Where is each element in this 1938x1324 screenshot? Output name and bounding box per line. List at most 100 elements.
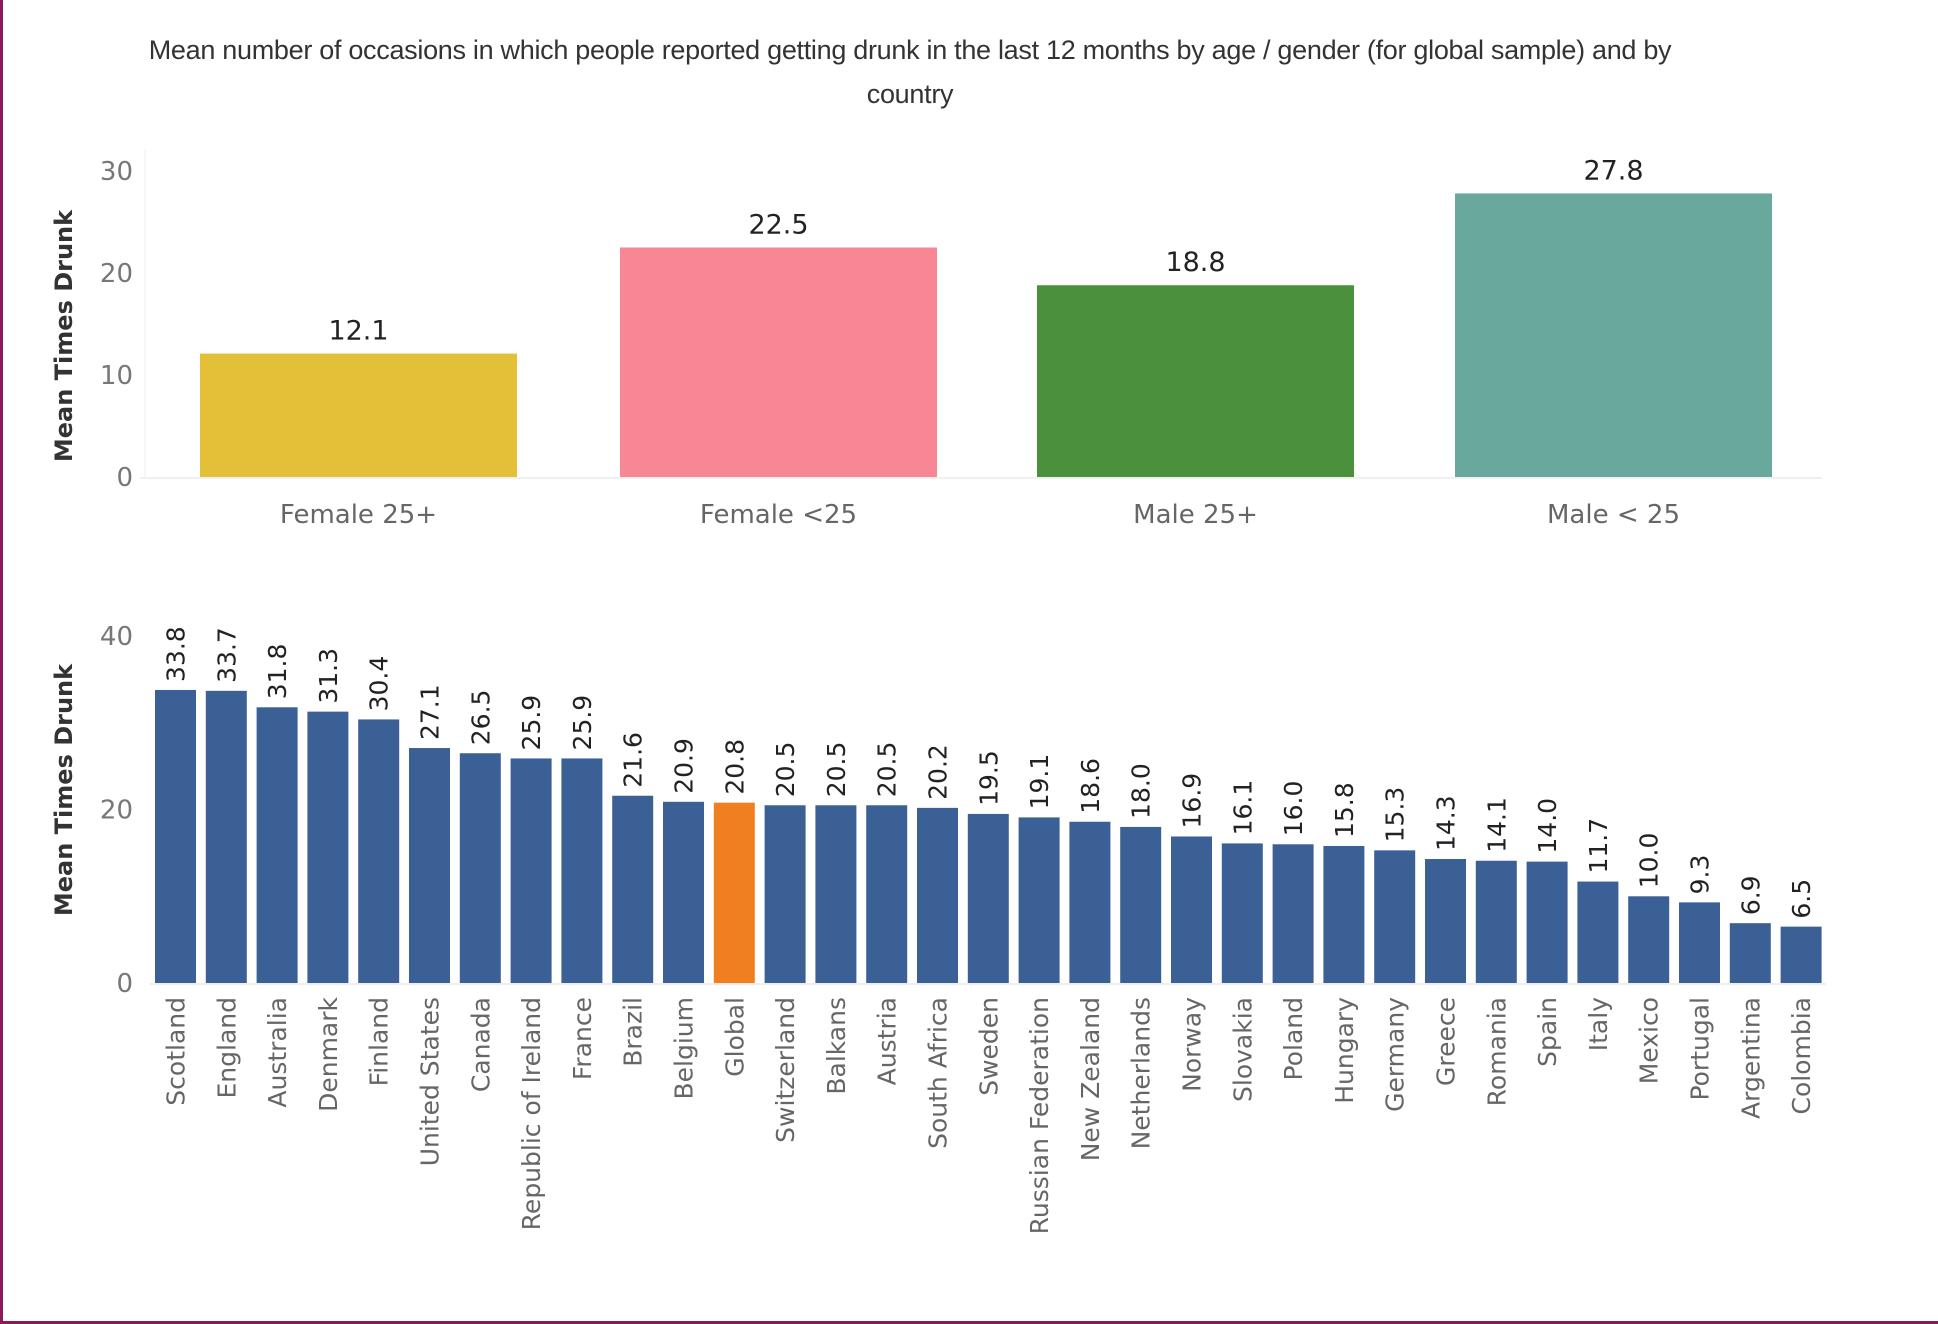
country-bar-value-label: 6.9 bbox=[1736, 875, 1765, 915]
country-bar bbox=[1475, 860, 1517, 983]
country-bar bbox=[815, 805, 857, 983]
country-bar-value-label: 19.1 bbox=[1025, 754, 1054, 810]
country-bar bbox=[409, 748, 450, 983]
country-bar-value-label: 20.2 bbox=[924, 744, 953, 800]
country-bar-value-label: 20.9 bbox=[670, 738, 699, 794]
top-axis-group: 0 10 20 30 Mean Times Drunk bbox=[50, 150, 1822, 493]
country-bar bbox=[459, 753, 501, 983]
bottom-y-tick-label: 40 bbox=[100, 622, 133, 652]
country-bar-value-label: 19.5 bbox=[974, 750, 1003, 806]
country-bar-value-label: 18.6 bbox=[1076, 758, 1105, 814]
top-category-label: Male 25+ bbox=[1133, 500, 1258, 530]
country-bar bbox=[866, 805, 908, 983]
country-category-label: Belgium bbox=[670, 997, 699, 1100]
top-category-label: Female <25 bbox=[700, 500, 857, 530]
country-bar bbox=[1323, 846, 1365, 983]
country-bar-value-label: 9.3 bbox=[1686, 855, 1715, 895]
top-category-label: Male < 25 bbox=[1547, 500, 1680, 530]
country-bar-value-label: 16.0 bbox=[1279, 781, 1308, 837]
country-bar bbox=[1780, 926, 1822, 983]
country-category-label: Brazil bbox=[619, 997, 648, 1067]
top-bar-value-label: 12.1 bbox=[328, 316, 388, 347]
country-category-label: Spain bbox=[1533, 997, 1562, 1067]
country-category-label: South Africa bbox=[924, 997, 953, 1149]
country-bar-value-label: 18.0 bbox=[1127, 763, 1156, 819]
chart-title-line-2: country bbox=[866, 79, 954, 109]
country-category-label: Greece bbox=[1432, 997, 1461, 1086]
country-category-label: Germany bbox=[1381, 997, 1410, 1112]
top-bar-value-label: 22.5 bbox=[748, 210, 808, 241]
country-bar-value-label: 33.8 bbox=[162, 626, 191, 682]
country-bar bbox=[1729, 923, 1771, 983]
country-category-label: Mexico bbox=[1635, 997, 1664, 1084]
country-category-label: Romania bbox=[1482, 997, 1511, 1106]
top-bar bbox=[1455, 193, 1772, 477]
country-bar-value-label: 20.5 bbox=[771, 742, 800, 798]
country-bar bbox=[917, 807, 958, 983]
country-bar-value-label: 25.9 bbox=[568, 695, 597, 751]
country-category-label: Switzerland bbox=[771, 997, 800, 1143]
country-bar-value-label: 31.8 bbox=[263, 644, 292, 700]
country-bar bbox=[1171, 836, 1212, 983]
country-bar-value-label: 20.5 bbox=[822, 742, 851, 798]
country-bar bbox=[713, 802, 755, 983]
country-bar-value-label: 14.1 bbox=[1482, 797, 1511, 853]
country-bar bbox=[205, 690, 247, 983]
age-gender-bar-chart: 0 10 20 30 Mean Times Drunk 12.1 Female 25+ 22… bbox=[50, 150, 1822, 530]
country-category-label: Hungary bbox=[1330, 997, 1359, 1104]
country-bar bbox=[307, 711, 349, 983]
country-bar bbox=[663, 801, 704, 983]
country-bar bbox=[358, 719, 400, 983]
country-bar bbox=[1069, 821, 1111, 983]
top-bar-value-label: 18.8 bbox=[1165, 247, 1225, 278]
top-y-tick-label: 0 bbox=[116, 463, 133, 493]
top-y-axis-label: Mean Times Drunk bbox=[50, 209, 78, 462]
country-bar-value-label: 26.5 bbox=[466, 690, 495, 746]
country-bar-value-label: 15.8 bbox=[1330, 782, 1359, 838]
country-bar-value-label: 11.7 bbox=[1584, 818, 1613, 874]
country-category-label: Finland bbox=[365, 997, 394, 1086]
country-bar bbox=[1679, 902, 1720, 983]
country-bar-value-label: 14.3 bbox=[1432, 795, 1461, 851]
country-bar bbox=[1018, 817, 1060, 983]
country-bar bbox=[1425, 859, 1466, 983]
country-bar-value-label: 30.4 bbox=[365, 656, 394, 712]
country-category-label: Global bbox=[720, 997, 749, 1077]
country-category-label: Poland bbox=[1279, 997, 1308, 1080]
country-category-label: Australia bbox=[263, 997, 292, 1108]
country-bar-value-label: 15.3 bbox=[1381, 787, 1410, 843]
top-category-label: Female 25+ bbox=[280, 500, 437, 530]
country-category-label: Slovakia bbox=[1228, 997, 1257, 1102]
country-bar bbox=[155, 689, 196, 983]
country-bar-value-label: 20.8 bbox=[720, 739, 749, 795]
country-bar bbox=[510, 758, 552, 983]
bottom-axis-group: 0 20 40 Mean Times Drunk bbox=[50, 622, 1826, 999]
country-bar bbox=[256, 707, 298, 983]
country-category-label: Republic of Ireland bbox=[517, 997, 546, 1230]
country-category-label: Denmark bbox=[314, 996, 343, 1111]
country-category-label: France bbox=[568, 997, 597, 1080]
country-category-label: Netherlands bbox=[1127, 997, 1156, 1149]
country-category-label: United States bbox=[416, 997, 445, 1166]
country-category-label: Argentina bbox=[1736, 997, 1765, 1119]
top-bar bbox=[1037, 285, 1354, 477]
top-bars-group: 12.1 Female 25+ 22.5 Female <25 18.8 Male 25+… bbox=[200, 155, 1772, 530]
country-category-label: Italy bbox=[1584, 997, 1613, 1051]
country-bar bbox=[967, 813, 1009, 983]
country-category-label: Austria bbox=[873, 997, 902, 1085]
country-category-label: New Zealand bbox=[1076, 997, 1105, 1161]
bottom-y-tick-label: 0 bbox=[116, 969, 133, 999]
country-bar-value-label: 21.6 bbox=[619, 732, 648, 788]
top-y-tick-label: 20 bbox=[100, 259, 133, 289]
country-bar-value-label: 27.1 bbox=[416, 684, 445, 740]
chart-title: Mean number of occasions in which people… bbox=[20, 28, 1800, 116]
top-bar-value-label: 27.8 bbox=[1583, 155, 1643, 186]
country-bar bbox=[764, 805, 806, 983]
bottom-y-tick-label: 20 bbox=[100, 796, 133, 826]
country-bar-value-label: 14.0 bbox=[1533, 798, 1562, 854]
country-bar bbox=[1120, 826, 1162, 983]
country-bar bbox=[561, 758, 603, 983]
country-bar bbox=[1577, 881, 1619, 983]
country-category-label: Balkans bbox=[822, 997, 851, 1095]
